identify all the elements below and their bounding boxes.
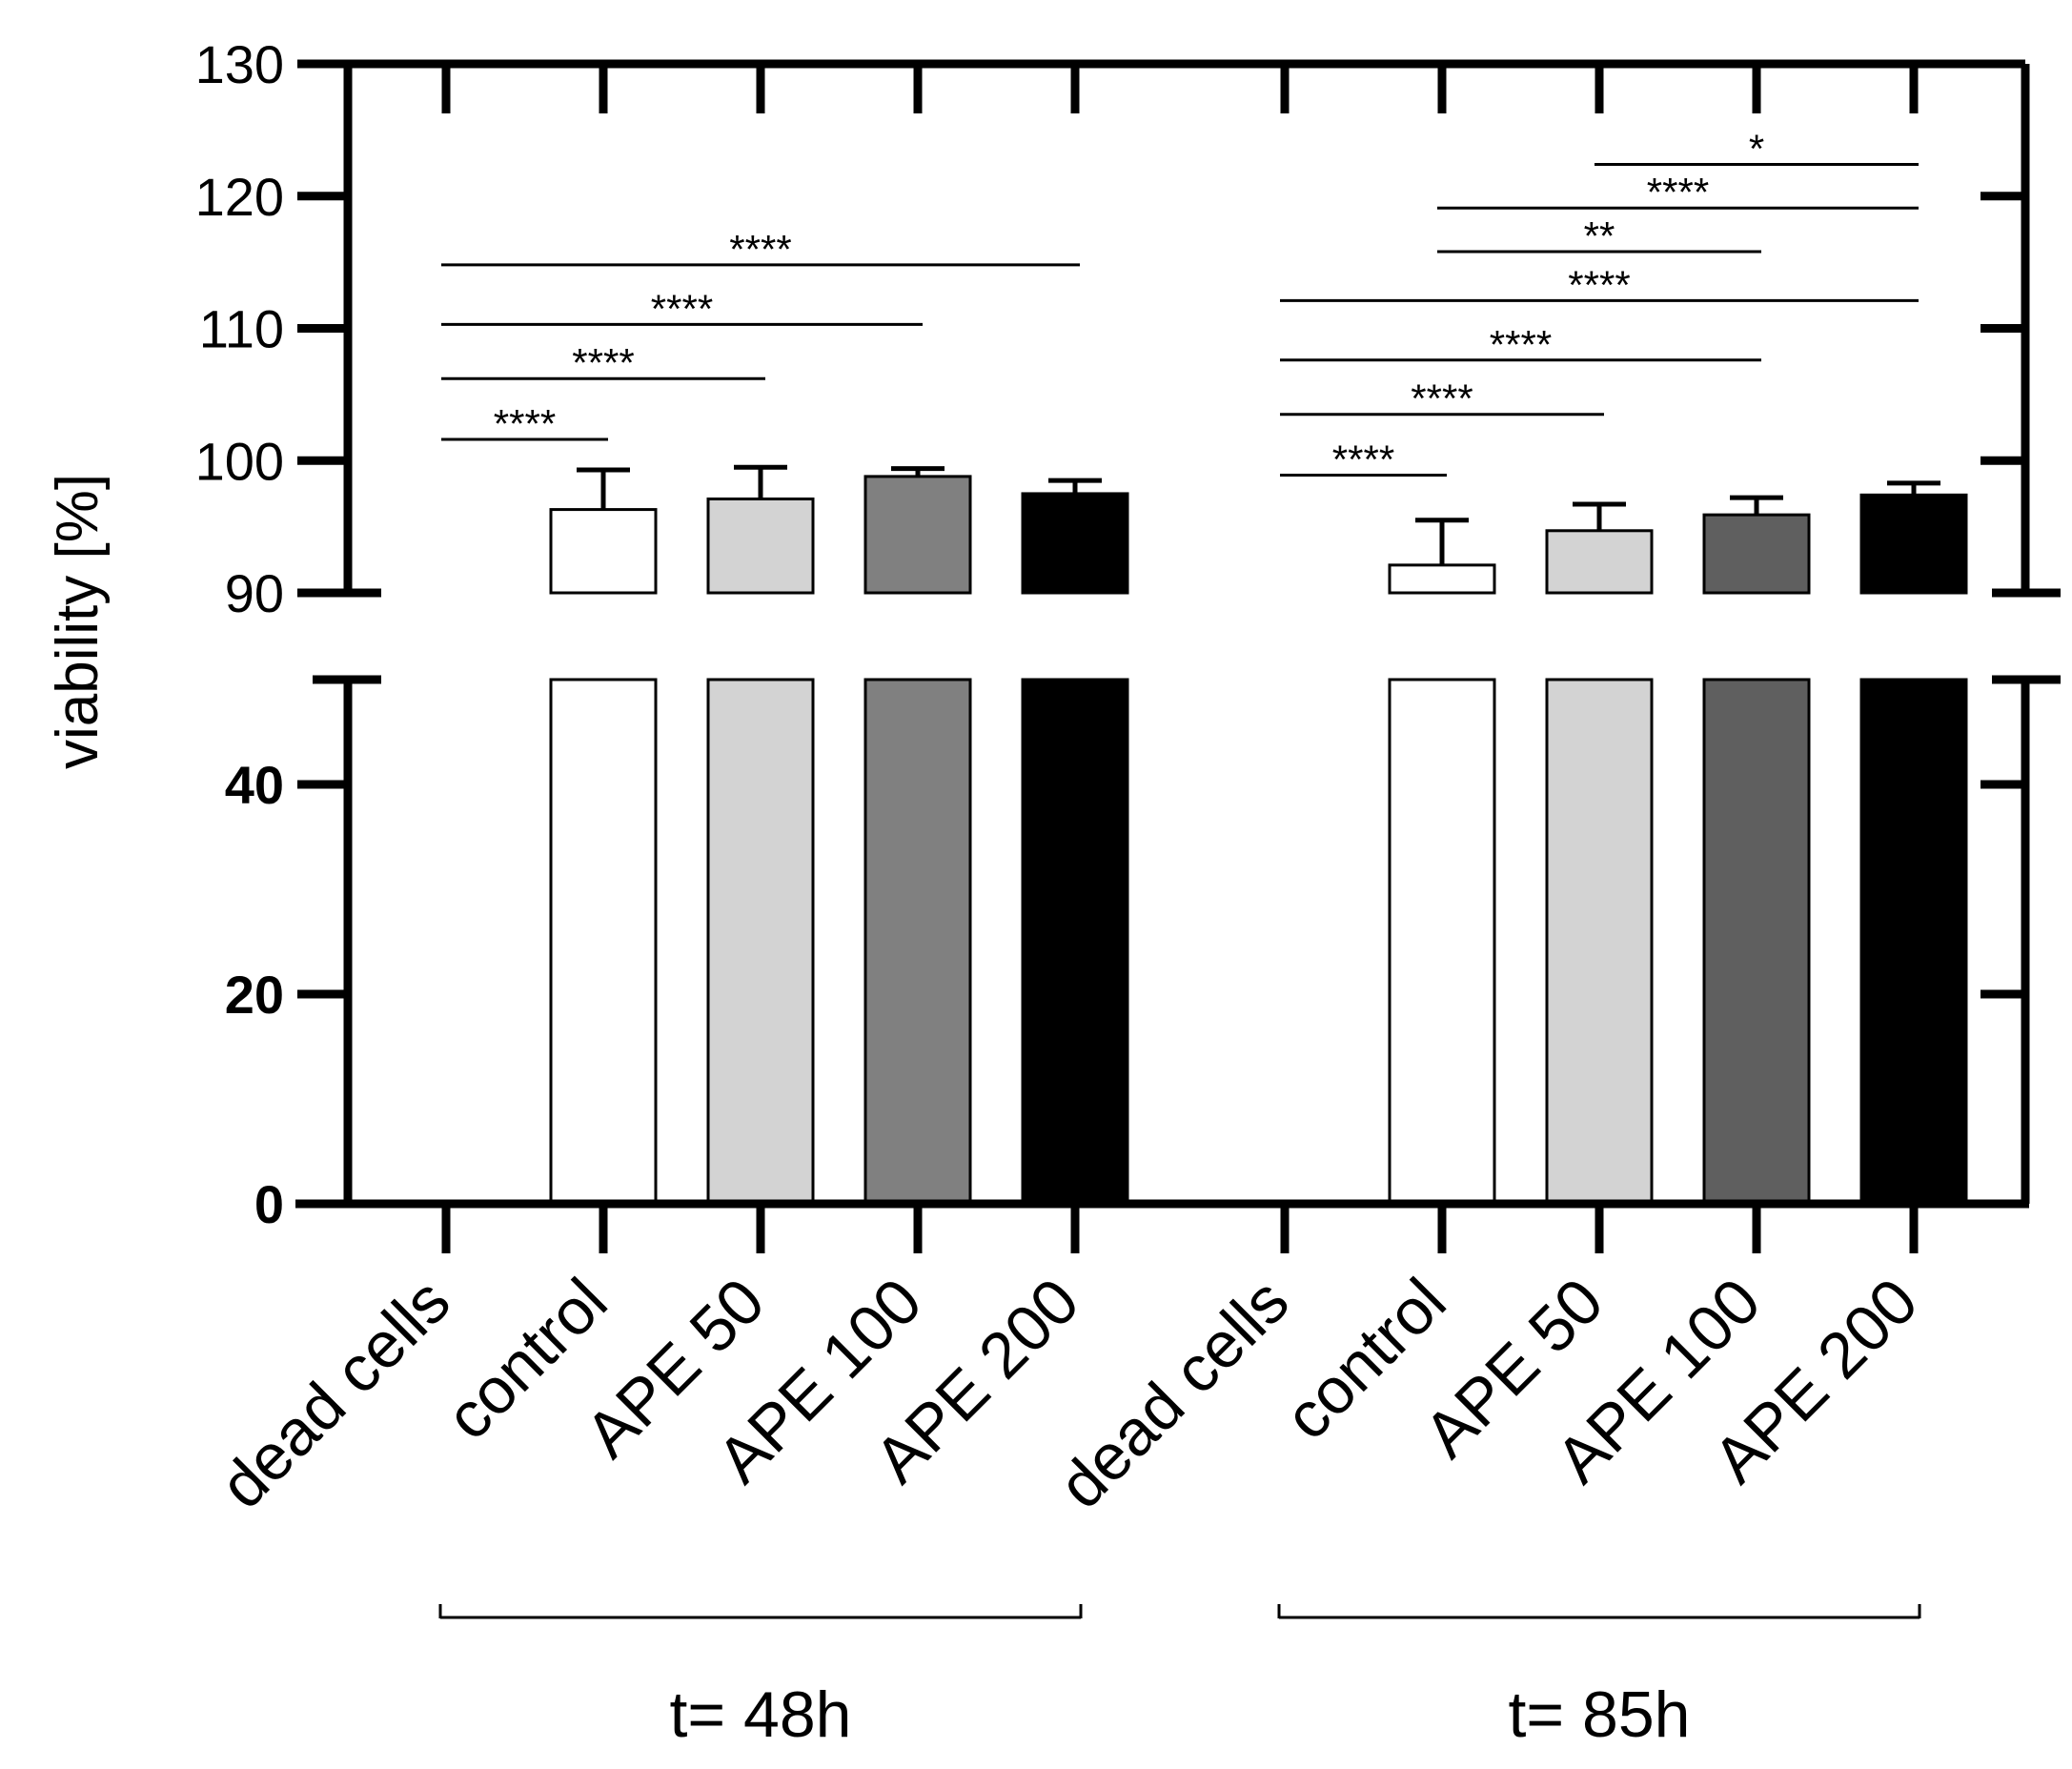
significance-label-9: **** bbox=[1647, 170, 1709, 214]
bar-upper-6 bbox=[1388, 563, 1496, 595]
group-label-1: t= 85h bbox=[1509, 1678, 1691, 1751]
y-tick-label-lower-2: 0 bbox=[254, 1174, 284, 1234]
y-tick-label-upper-2: 110 bbox=[199, 299, 284, 359]
bar-lower-7 bbox=[1545, 678, 1654, 1206]
bar-upper-7 bbox=[1545, 529, 1654, 595]
bar-lower-6 bbox=[1388, 678, 1496, 1206]
y-tick-label-upper-0: 130 bbox=[195, 34, 284, 94]
significance-label-2: **** bbox=[651, 286, 713, 331]
significance-label-1: **** bbox=[572, 340, 634, 385]
significance-label-8: ** bbox=[1584, 214, 1615, 258]
x-category-label-0: dead cells bbox=[206, 1265, 463, 1522]
significance-label-6: **** bbox=[1490, 322, 1552, 367]
significance-label-7: **** bbox=[1568, 262, 1630, 307]
y-tick-label-upper-3: 100 bbox=[195, 431, 284, 491]
significance-label-10: * bbox=[1749, 126, 1764, 171]
group-label-0: t= 48h bbox=[670, 1678, 852, 1751]
bar-upper-4 bbox=[1021, 492, 1129, 595]
bar-upper-3 bbox=[863, 475, 972, 595]
y-tick-label-upper-4: 90 bbox=[225, 563, 284, 623]
x-category-label-5: dead cells bbox=[1045, 1265, 1302, 1522]
significance-label-0: **** bbox=[494, 401, 556, 446]
bar-lower-9 bbox=[1859, 678, 1968, 1206]
y-tick-label-lower-0: 40 bbox=[225, 755, 284, 815]
bar-lower-3 bbox=[863, 678, 972, 1206]
y-tick-label-upper-1: 120 bbox=[195, 167, 284, 227]
bar-upper-2 bbox=[706, 497, 815, 595]
bar-lower-8 bbox=[1702, 678, 1811, 1206]
significance-label-3: **** bbox=[729, 227, 791, 272]
bar-lower-1 bbox=[549, 678, 658, 1206]
significance-label-5: **** bbox=[1411, 376, 1473, 421]
bar-upper-9 bbox=[1859, 493, 1968, 595]
y-axis-title: viability [%] bbox=[45, 474, 111, 769]
bar-lower-2 bbox=[706, 678, 815, 1206]
significance-label-4: **** bbox=[1332, 437, 1394, 482]
y-tick-label-lower-1: 20 bbox=[225, 965, 284, 1025]
bar-upper-8 bbox=[1702, 513, 1811, 595]
bar-lower-4 bbox=[1021, 678, 1129, 1206]
bar-upper-1 bbox=[549, 508, 658, 595]
